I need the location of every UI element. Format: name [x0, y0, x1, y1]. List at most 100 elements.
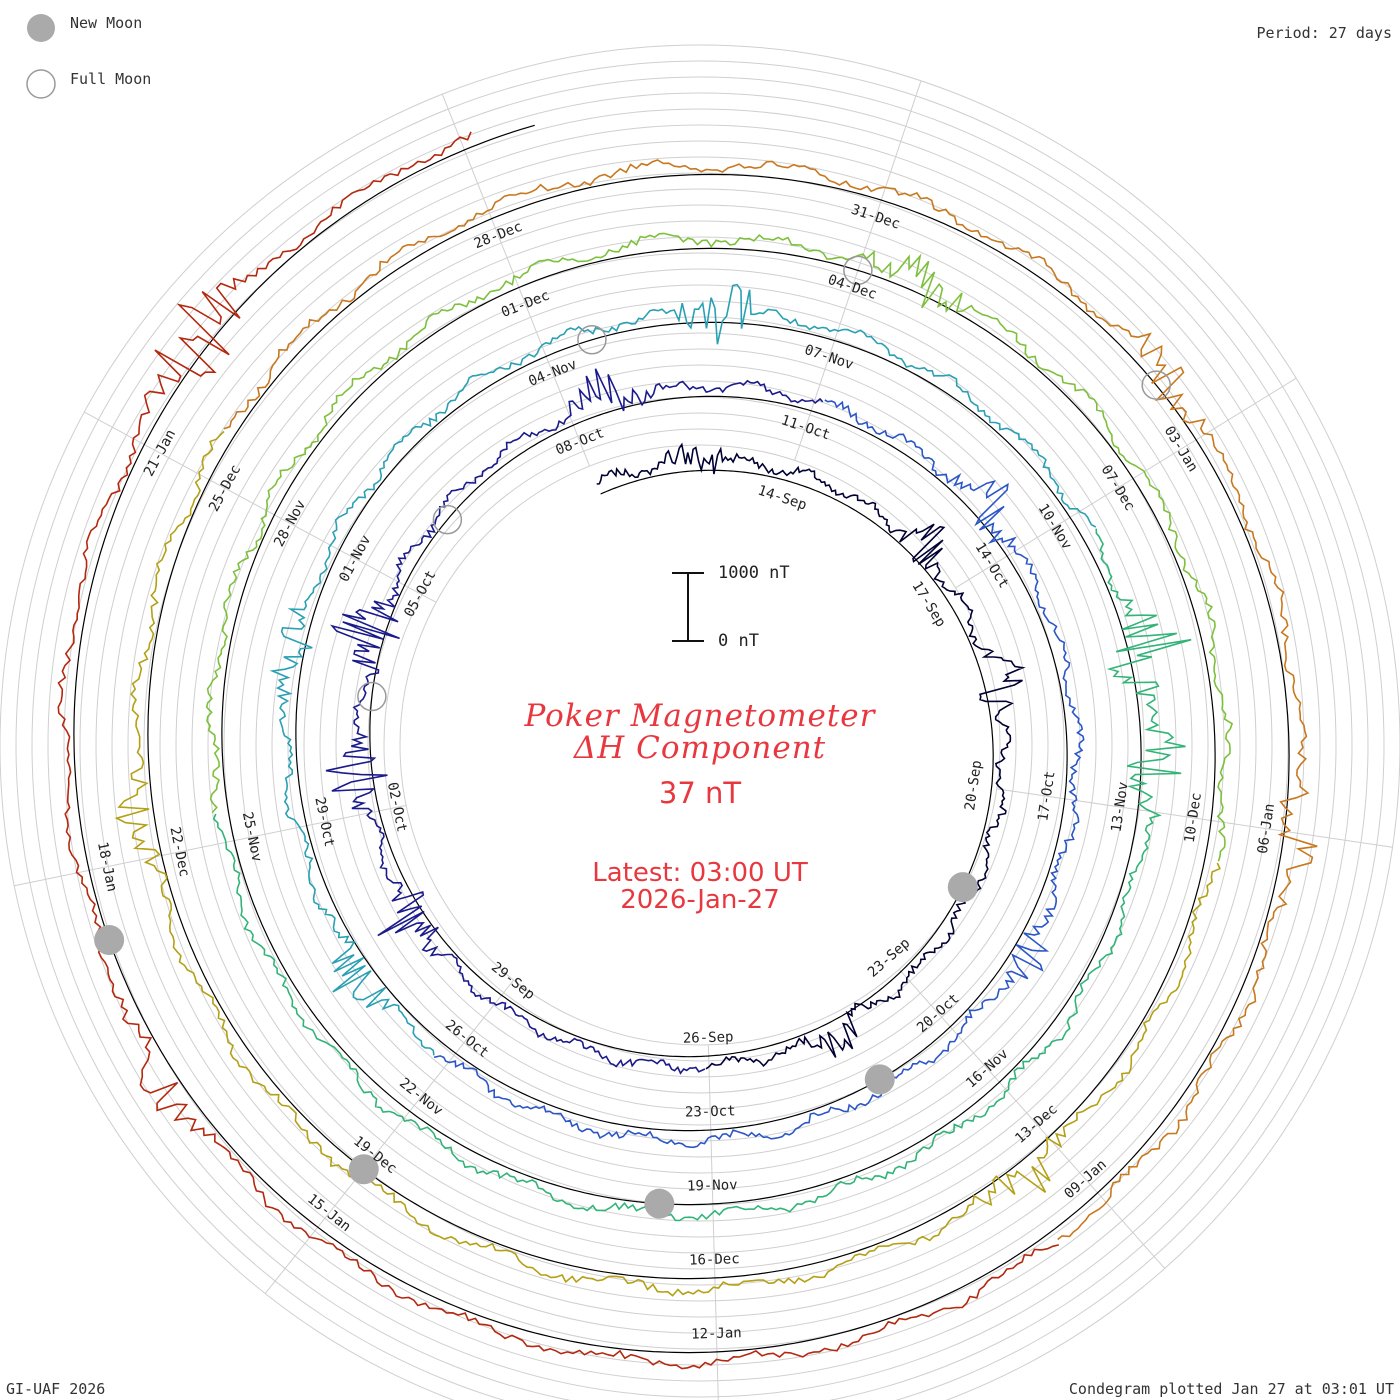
date-label: 13-Dec — [1012, 1101, 1060, 1147]
grid-circle — [63, 108, 1337, 1382]
grid-spoke — [264, 979, 515, 1294]
new-moon-legend-label: New Moon — [70, 14, 143, 32]
grid-spoke — [898, 969, 1166, 1269]
date-label: 17-Oct — [1035, 770, 1058, 822]
current-value: 37 nT — [658, 776, 742, 810]
date-label: 28-Nov — [271, 497, 309, 549]
date-label: 20-Sep — [962, 759, 985, 811]
grid-spoke — [707, 1044, 719, 1400]
grid-circle — [271, 316, 1129, 1174]
new-moon-marker — [94, 925, 125, 956]
grid-circle — [95, 140, 1305, 1350]
moons-layer — [94, 255, 1171, 1219]
grid-circle — [0, 44, 1400, 1400]
latest-block: Latest: 03:00 UT 2026-Jan-27 — [450, 860, 950, 914]
full-moon-marker — [843, 255, 873, 286]
date-label: 05-Oct — [401, 568, 439, 620]
series-layer — [57, 124, 1318, 1370]
series-segment-3 — [433, 399, 1085, 1149]
period-label: Period: 27 days — [1256, 24, 1392, 42]
grid-spoke — [14, 804, 407, 887]
grid-layer — [0, 44, 1400, 1400]
spokes-layer — [14, 80, 1393, 1400]
chart-title: Poker Magnetometer ΔH Component — [450, 700, 950, 764]
title-line-2: ΔH Component — [573, 730, 827, 766]
series-segment-4 — [269, 283, 1097, 1056]
date-label: 02-Oct — [384, 781, 410, 834]
date-label: 16-Dec — [689, 1251, 740, 1268]
date-label: 13-Nov — [1109, 781, 1132, 833]
series-segment-2 — [325, 368, 824, 1075]
new-moon-marker — [348, 1154, 379, 1185]
date-label: 25-Nov — [239, 811, 265, 864]
grid-spoke — [441, 93, 591, 467]
date-label: 26-Sep — [683, 1029, 734, 1046]
grid-circle — [255, 300, 1145, 1190]
grid-circle — [143, 188, 1257, 1302]
grid-circle — [47, 92, 1353, 1398]
grid-circle — [303, 348, 1097, 1142]
grid-circle — [31, 76, 1369, 1400]
footer-plotted-time: Condegram plotted Jan 27 at 03:01 UT — [1068, 1380, 1394, 1398]
date-label: 06-Jan — [1255, 802, 1278, 854]
full-moon-marker — [432, 504, 463, 535]
grid-circle — [127, 172, 1273, 1318]
date-label: 25-Dec — [206, 462, 244, 514]
series-segment-8 — [223, 159, 1318, 1241]
grid-circle — [399, 444, 1001, 1046]
grid-circle — [191, 236, 1209, 1254]
full-moon-marker — [357, 681, 387, 712]
scale-bottom-label: 0 nT — [718, 631, 759, 651]
series-segment-5 — [212, 528, 1192, 1222]
date-label: 23-Oct — [685, 1103, 736, 1120]
new-moon-marker — [644, 1188, 675, 1219]
grid-circle — [335, 380, 1065, 1110]
grid-spoke — [996, 788, 1393, 848]
latest-date: 2026-Jan-27 — [620, 885, 780, 915]
full-moon-marker — [1141, 370, 1171, 400]
footer-credit: GI-UAF 2026 — [6, 1380, 106, 1398]
date-label: 21-Jan — [141, 427, 179, 479]
date-label: 07-Nov — [802, 342, 855, 373]
date-label: 19-Nov — [687, 1177, 738, 1194]
grid-circle — [159, 204, 1241, 1286]
scale-top-label: 1000 nT — [718, 563, 790, 583]
date-label: 29-Sep — [488, 959, 538, 1003]
grid-circle — [383, 428, 1017, 1062]
grid-spoke — [84, 411, 437, 603]
latest-time: Latest: 03:00 UT — [592, 858, 808, 888]
date-label: 11-Oct — [779, 412, 832, 443]
grid-circle — [207, 252, 1193, 1238]
date-label: 14-Sep — [756, 483, 809, 514]
baseline-spiral — [73, 124, 1290, 1354]
grid-spoke — [955, 377, 1297, 589]
full-moon-marker — [577, 325, 607, 355]
grid-circle — [287, 332, 1113, 1158]
legend-symbols — [26, 14, 56, 99]
grid-circle — [15, 60, 1385, 1400]
full-moon-legend-icon — [26, 69, 56, 99]
date-label: 26-Oct — [442, 1017, 492, 1061]
grid-circle — [175, 220, 1225, 1270]
full-moon-legend-label: Full Moon — [70, 70, 152, 88]
date-label: 12-Jan — [691, 1325, 742, 1342]
date-label: 03-Jan — [1161, 423, 1201, 474]
grid-circle — [367, 412, 1033, 1078]
scale-bar — [672, 572, 704, 642]
new-moon-legend-icon — [27, 14, 55, 42]
new-moon-marker — [864, 1064, 895, 1095]
grid-circle — [79, 124, 1321, 1366]
title-line-1: Poker Magnetometer — [524, 698, 876, 734]
date-label: 07-Dec — [1098, 462, 1138, 513]
date-label: 18-Jan — [94, 840, 120, 893]
series-segment-1 — [596, 442, 1026, 1070]
new-moon-marker — [947, 872, 978, 903]
series-segment-6 — [205, 232, 1234, 862]
series-segment-7 — [114, 430, 1221, 1297]
series-segment-9 — [57, 131, 1059, 1370]
date-labels-layer: 14-Sep17-Sep20-Sep23-Sep26-Sep29-Sep02-O… — [94, 202, 1278, 1343]
date-label: 23-Sep — [865, 935, 913, 981]
date-label: 10-Dec — [1182, 792, 1205, 844]
grid-circle — [111, 156, 1289, 1334]
